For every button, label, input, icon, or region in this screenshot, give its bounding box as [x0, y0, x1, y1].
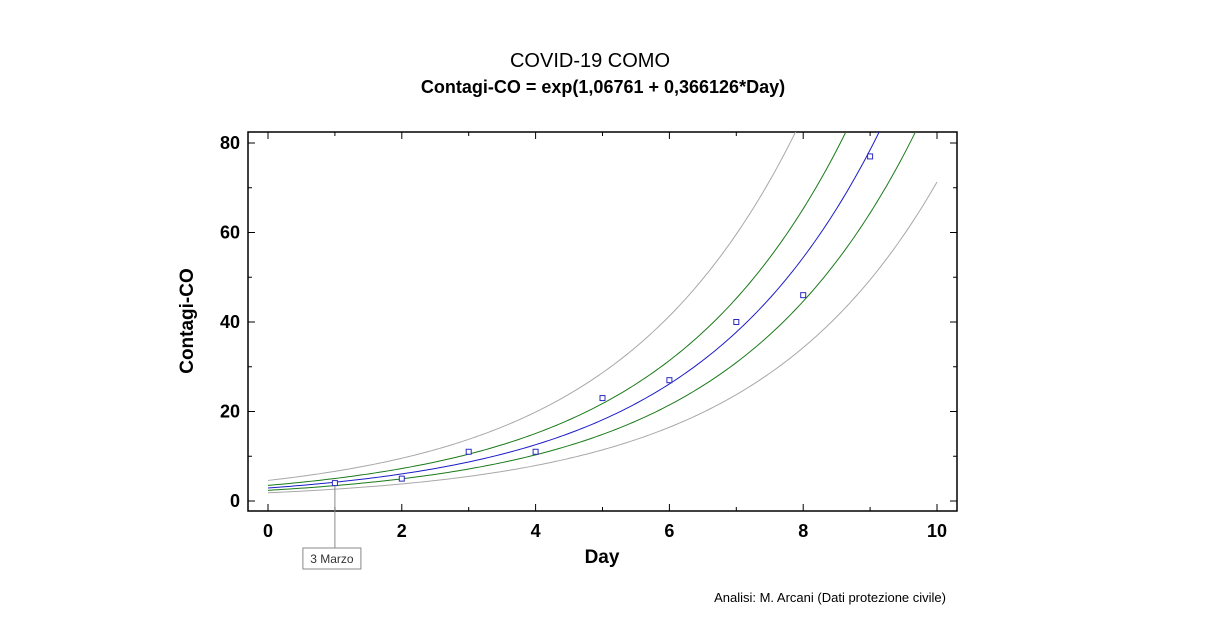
x-tick-label: 4 [531, 521, 541, 541]
y-axis-label: Contagi-CO [177, 268, 198, 374]
x-tick-label: 6 [664, 521, 674, 541]
credit-text: Analisi: M. Arcani (Dati protezione civi… [714, 590, 946, 605]
outer-band-upper-line [267, 132, 797, 481]
x-axis-label: Day [585, 547, 620, 568]
plot-area [247, 131, 958, 512]
x-axis: 0 2 4 6 8 10 [263, 521, 947, 541]
x-tick-label: 0 [263, 521, 273, 541]
chart-subtitle: Contagi-CO = exp(1,06761 + 0,366126*Day) [421, 77, 785, 97]
x-tick-label: 2 [397, 521, 407, 541]
data-point [800, 292, 807, 299]
y-tick-label: 20 [220, 402, 240, 422]
data-points [331, 153, 874, 487]
data-point [532, 448, 539, 455]
y-axis: 0 20 40 60 80 [220, 133, 240, 511]
chart-title: COVID-19 COMO [510, 50, 670, 72]
fit-line [267, 132, 880, 489]
inner-band-lower-line [267, 132, 916, 491]
annotation-callout: 3 Marzo [302, 486, 362, 570]
x-tick-label: 10 [927, 521, 947, 541]
curves [267, 132, 938, 494]
axis-ticks [248, 132, 957, 511]
data-point [599, 395, 606, 402]
y-tick-label: 40 [220, 312, 240, 332]
inner-band-upper-line [267, 132, 847, 486]
y-tick-label: 80 [220, 133, 240, 153]
annotation-text: 3 Marzo [310, 552, 354, 566]
y-tick-label: 0 [230, 491, 240, 511]
data-point [331, 480, 338, 487]
x-tick-label: 8 [798, 521, 808, 541]
data-point [666, 377, 673, 384]
data-point [398, 475, 405, 482]
outer-band-lower-line [267, 181, 938, 494]
data-point [465, 448, 472, 455]
data-point [733, 319, 740, 325]
annotation-box [302, 547, 362, 570]
data-point [867, 153, 874, 160]
plot-frame [247, 131, 958, 512]
y-tick-label: 60 [220, 223, 240, 243]
